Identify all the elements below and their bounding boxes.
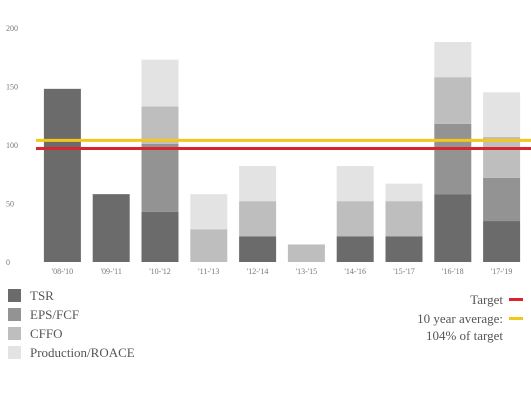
legend-label-tsr: TSR — [30, 287, 54, 303]
x-tick-label: '16-'18 — [442, 267, 464, 276]
y-tick-label: 0 — [6, 258, 10, 267]
legend-item-tsr: TSR — [8, 286, 135, 305]
bar-segment — [336, 236, 374, 262]
x-tick-label: '09-'11 — [101, 267, 122, 276]
bar-segment — [385, 183, 423, 202]
bar-segment — [287, 244, 325, 262]
series-legend: TSR EPS/FCF CFFO Production/ROACE — [8, 286, 135, 362]
bar-segment — [239, 201, 277, 237]
x-tick-label: '12-'14 — [247, 267, 269, 276]
legend-swatch-eps-fcf — [8, 308, 21, 321]
legend-swatch-cffo — [8, 327, 21, 340]
bar-segment — [141, 106, 179, 144]
legend-label-eps-fcf: EPS/FCF — [30, 306, 80, 322]
legend-swatch-production-roace — [8, 346, 21, 359]
bar-segment — [92, 194, 130, 262]
bar-segment — [336, 166, 374, 202]
stacked-bar-chart: 0 50 100 150 200 '08-'10 '09-'11 '10-'12 '11-'1… — [6, 24, 531, 276]
legend-item-ten-year-average: 10 year average: — [417, 309, 523, 328]
x-tick-label: '17-'19 — [491, 267, 513, 276]
legend-item-eps-fcf: EPS/FCF — [8, 305, 135, 324]
percent-of-target-note: 104% of target — [425, 328, 503, 343]
legend-label-ten-year-average: 10 year average: — [417, 310, 503, 326]
bar-segment — [434, 123, 472, 195]
legend-item-cffo: CFFO — [8, 324, 135, 343]
y-tick-label: 100 — [6, 141, 18, 150]
legend-label-production-roace: Production/ROACE — [30, 344, 135, 360]
bar-segment — [483, 177, 521, 222]
bar-segment — [385, 201, 423, 237]
bar-segment — [483, 136, 521, 178]
bar-segment — [141, 143, 179, 212]
legend-item-target: Target — [417, 290, 523, 309]
bar-segment — [434, 77, 472, 124]
bar-segment — [336, 201, 374, 237]
x-tick-label: '08-'10 — [52, 267, 74, 276]
bar-segment — [141, 59, 179, 107]
x-tick-label: '10-'12 — [149, 267, 171, 276]
legend-item-production-roace: Production/ROACE — [8, 343, 135, 362]
legend-label-target: Target — [470, 291, 503, 307]
bar-segment — [434, 42, 472, 78]
x-tick-label: '13-'15 — [296, 267, 318, 276]
bar-segment — [483, 221, 521, 262]
legend-line-target — [509, 298, 523, 301]
bar-segment — [190, 194, 228, 230]
bar-segment — [434, 194, 472, 262]
legend-line-ten-year-average — [509, 317, 523, 320]
y-tick-label: 50 — [6, 200, 14, 209]
legend-label-cffo: CFFO — [30, 325, 63, 341]
y-tick-label: 200 — [6, 24, 18, 33]
x-tick-label: '11-'13 — [198, 267, 219, 276]
bar-segment — [385, 236, 423, 262]
bar-segment — [190, 229, 228, 262]
reference-legend: Target 10 year average: 104% of target — [417, 290, 523, 347]
bar-segment — [239, 166, 277, 202]
x-tick-label: '15-'17 — [393, 267, 415, 276]
legend-swatch-tsr — [8, 289, 21, 302]
bar-segment — [43, 88, 81, 262]
bar-segment — [141, 211, 179, 262]
bar-segment — [239, 236, 277, 262]
bar-segment — [483, 92, 521, 137]
y-tick-label: 150 — [6, 83, 18, 92]
x-tick-label: '14-'16 — [344, 267, 366, 276]
